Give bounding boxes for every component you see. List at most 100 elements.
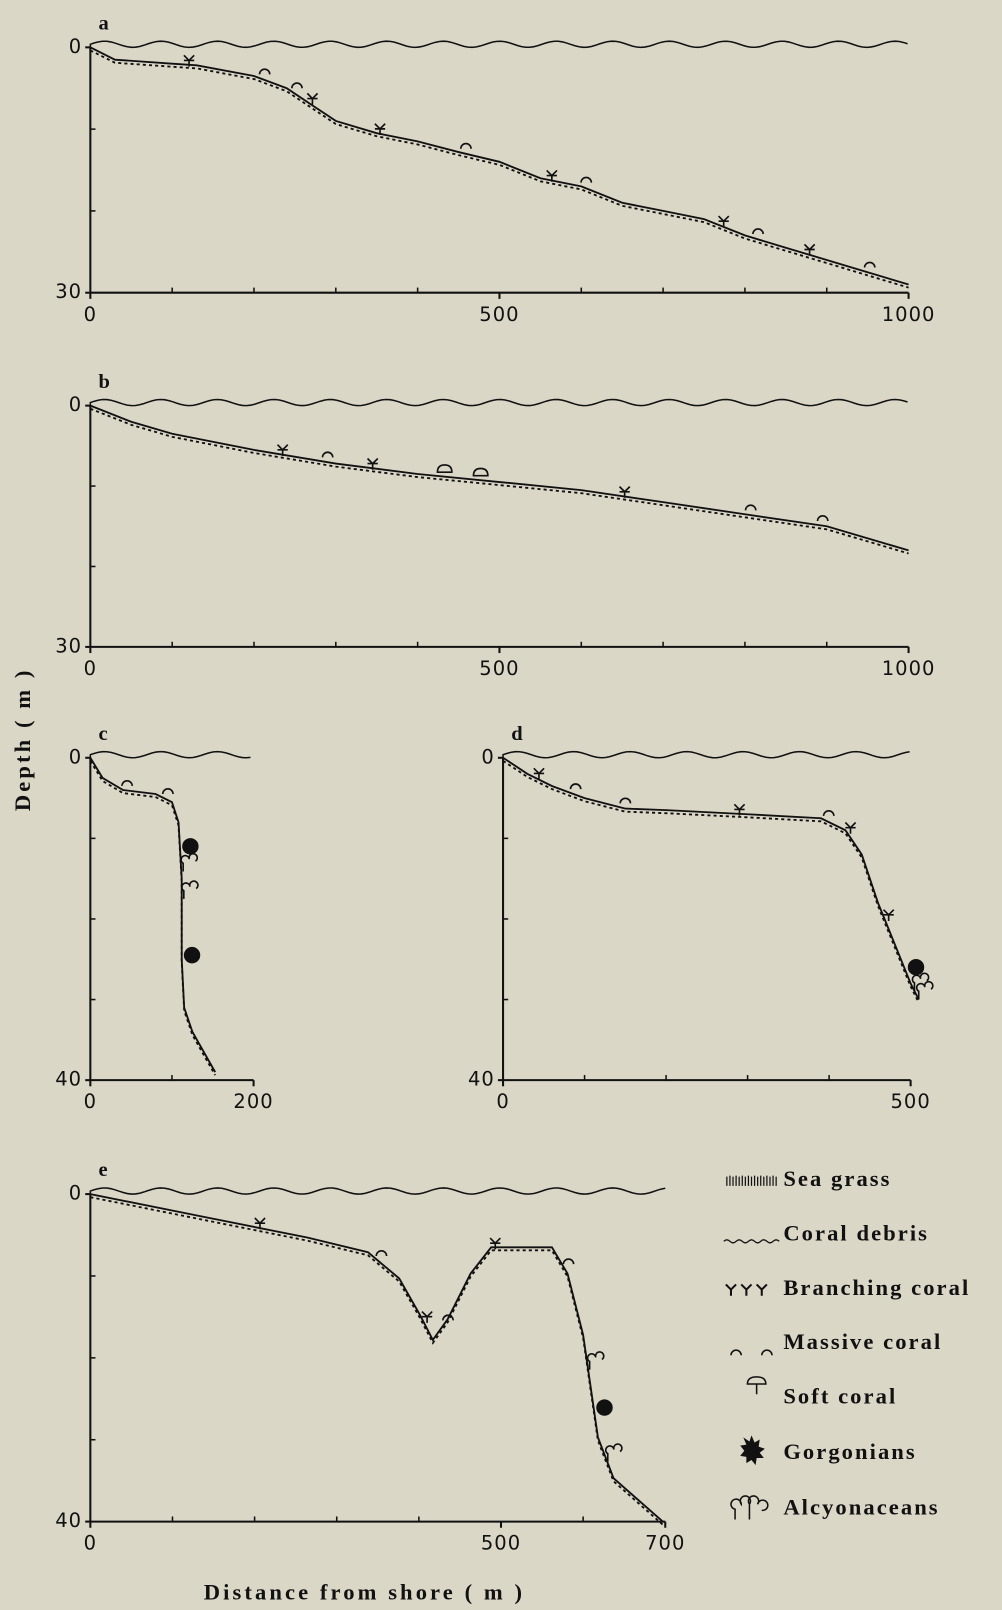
habitat-symbol (459, 142, 472, 149)
x-tick-label: 0 (84, 1532, 97, 1555)
y-tick-label: 30 (55, 280, 82, 303)
habitat-symbol (421, 1310, 433, 1323)
legend-label: Coral debris (783, 1220, 929, 1245)
legend-label: Gorgonians (783, 1439, 916, 1464)
debris-profile (90, 407, 909, 555)
sea-grass-symbol (726, 1175, 777, 1186)
habitat-symbol (580, 176, 593, 183)
panel-letter: a (99, 12, 109, 34)
habitat-symbol (562, 1258, 575, 1265)
x-axis-label: Distance from shore ( m ) (204, 1580, 525, 1605)
habitat-symbol (374, 123, 386, 136)
habitat-symbol (291, 82, 303, 89)
habitat-symbol (121, 780, 134, 787)
legend-label: Sea grass (783, 1166, 891, 1191)
panel-letter: c (99, 723, 108, 745)
x-tick-label: 0 (84, 657, 97, 680)
axes (502, 757, 911, 1082)
habitat-symbol (258, 68, 271, 75)
gorgonian-symbol (183, 946, 201, 964)
sea-surface (89, 40, 908, 49)
habitat-symbol (911, 972, 930, 992)
legend (723, 1175, 780, 1520)
habitat-symbol (618, 486, 631, 498)
habitat-symbol (717, 215, 730, 228)
habitat-symbol (569, 783, 582, 790)
depth-profile (89, 46, 909, 286)
habitat-symbol (276, 444, 289, 457)
habitat-symbol (321, 451, 334, 458)
y-tick-label: 30 (55, 634, 82, 657)
gorgonian-symbol (182, 838, 199, 855)
branching-coral-symbol (725, 1283, 768, 1296)
x-tick-label: 500 (479, 303, 519, 326)
debris-profile (502, 760, 920, 1004)
legend-label: Branching coral (783, 1275, 970, 1300)
habitat-symbol (546, 169, 558, 182)
habitat-symbol (161, 788, 174, 795)
habitat-symbol (306, 92, 319, 105)
habitat-symbol (803, 243, 816, 256)
x-tick-label: 1000 (882, 303, 936, 326)
y-tick-label: 40 (468, 1068, 495, 1091)
gorgonian-symbol (907, 959, 925, 976)
habitat-symbol (442, 1314, 454, 1321)
panel-letter: b (99, 371, 110, 393)
habitat-symbol (822, 810, 835, 817)
habitat-symbol (604, 1443, 623, 1462)
debris-profile (90, 1196, 664, 1526)
depth-profile (502, 757, 920, 1000)
habitat-symbol (619, 797, 632, 804)
habitat-symbol (181, 880, 199, 899)
soft-coral-symbol (746, 1376, 767, 1395)
legend-label: Soft coral (783, 1384, 897, 1409)
y-tick-label: 40 (55, 1068, 82, 1091)
x-tick-label: 500 (890, 1090, 930, 1113)
depth-profile (90, 404, 909, 552)
panel-letter: e (99, 1159, 108, 1181)
x-tick-label: 500 (479, 657, 519, 680)
massive-coral-symbol (730, 1349, 773, 1356)
y-axis-label: Depth ( m ) (10, 667, 35, 811)
gorgonian-symbol (740, 1435, 765, 1466)
y-tick-label: 0 (69, 35, 82, 58)
coral-debris-symbol (723, 1239, 780, 1244)
habitat-symbol (915, 980, 934, 1000)
habitat-symbol (733, 803, 746, 816)
x-tick-label: 0 (84, 1090, 97, 1113)
depth-profile (89, 757, 216, 1073)
habitat-symbol (816, 515, 829, 522)
debris-profile (89, 49, 909, 289)
sea-surface (89, 750, 251, 759)
y-tick-label: 0 (69, 745, 82, 768)
alcyonacean-symbol (730, 1495, 769, 1520)
habitat-symbol (489, 1237, 501, 1250)
panel-letter: d (511, 723, 523, 745)
y-tick-label: 0 (481, 745, 494, 768)
y-tick-label: 0 (69, 393, 82, 416)
axes (89, 47, 909, 294)
habitat-symbol (254, 1217, 266, 1230)
legend-label: Massive coral (783, 1329, 942, 1354)
axes (89, 1194, 666, 1523)
x-tick-label: 0 (496, 1090, 509, 1113)
x-tick-label: 0 (84, 303, 97, 326)
habitat-symbol (533, 767, 545, 780)
habitat-symbol (586, 1351, 605, 1370)
legend-label: Alcyonaceans (783, 1494, 939, 1519)
x-tick-label: 700 (645, 1532, 685, 1555)
sea-surface (89, 1187, 666, 1195)
habitat-symbol (752, 228, 764, 235)
sea-surface (502, 750, 910, 759)
y-tick-label: 40 (55, 1509, 82, 1532)
y-tick-label: 0 (69, 1182, 82, 1205)
x-tick-label: 1000 (882, 657, 936, 680)
habitat-symbol (180, 852, 199, 872)
